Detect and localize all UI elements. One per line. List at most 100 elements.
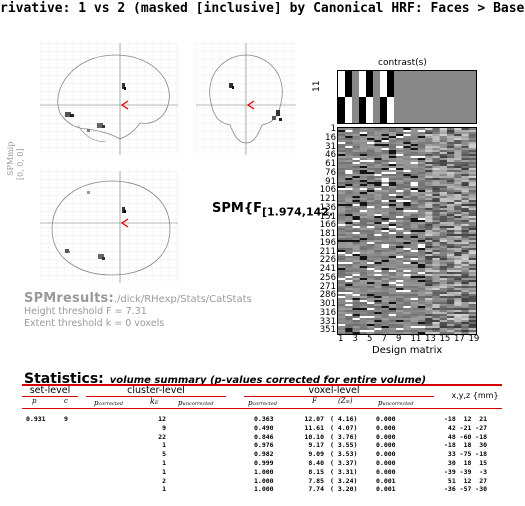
col-cluster-pc: pcorrected xyxy=(94,399,124,407)
col-tick-label: 3 xyxy=(352,334,358,344)
design-matrix-xlabel: Design matrix xyxy=(372,345,443,356)
col-tick-label: 19 xyxy=(468,334,480,344)
spm-mip-coords: [0, 0, 0] xyxy=(16,148,25,180)
axial-view xyxy=(40,171,178,283)
row-tick-label: 106 xyxy=(319,185,336,196)
table-cell-ke: 1 xyxy=(162,441,166,450)
cluster-level-rule xyxy=(86,396,226,397)
spm-statistic-label: SPM{F[1.974,142. xyxy=(212,201,334,219)
row-tick-label: 211 xyxy=(319,246,336,257)
col-tick-label: 11 xyxy=(410,334,422,344)
extent-threshold: Extent threshold k = 0 voxels xyxy=(24,318,165,329)
row-tick-label: 91 xyxy=(325,176,336,187)
table-cell-F: 9.09 xyxy=(308,450,324,459)
table-cell-Z: ( 3.76) xyxy=(330,432,358,441)
table-cell-xyz: 51 12 27 xyxy=(444,476,488,485)
col-cluster-ke: kE xyxy=(150,397,159,406)
spm-results-heading: SPMresults:./dick/RHexp/Stats/CatStats xyxy=(24,291,252,306)
contrast-number: 11 xyxy=(312,80,322,92)
table-cell-pc: 0.982 xyxy=(254,450,274,459)
row-tick-label: 196 xyxy=(319,237,336,248)
glass-brain-axial[interactable] xyxy=(40,171,178,283)
table-cell-pu: 0.001 xyxy=(376,476,396,485)
table-cell-xyz: 48 -60 -18 xyxy=(444,432,488,441)
voxel-level-rule xyxy=(244,396,434,397)
table-cell-pc: 0.999 xyxy=(254,459,274,467)
table-cell-Z: ( 3.24) xyxy=(330,476,358,485)
row-tick-label: 46 xyxy=(325,150,336,161)
row-tick-label: 16 xyxy=(325,132,336,143)
coronal-view xyxy=(196,43,296,155)
table-cell-pc: 1.000 xyxy=(254,467,274,476)
row-tick-label: 331 xyxy=(319,316,336,327)
table-cell-Z: ( 3.37) xyxy=(330,459,358,467)
contrast-bars[interactable] xyxy=(337,70,477,124)
table-cell-pu: 0.000 xyxy=(376,441,396,450)
table-cell-F: 9.17 xyxy=(308,441,324,450)
table-cell-pc: 0.363 xyxy=(254,415,274,423)
set-level-p: 0.931 xyxy=(26,415,46,423)
col-tick-label: 15 xyxy=(439,334,451,344)
col-tick-label: 13 xyxy=(425,334,436,344)
col-tick-label: 7 xyxy=(381,334,387,344)
height-threshold: Height threshold F = 7.31 xyxy=(24,306,147,317)
table-cell-Z: ( 3.20) xyxy=(330,485,358,494)
table-cell-pu: 0.000 xyxy=(376,459,396,467)
table-cell-ke: 1 xyxy=(162,459,166,467)
table-cell-F: 12.07 xyxy=(304,415,324,423)
table-cell-F: 7.74 xyxy=(308,485,324,494)
table-cell-xyz: -18 12 21 xyxy=(444,415,488,423)
col-set-c: c xyxy=(64,397,68,405)
table-cell-F: 11.61 xyxy=(304,423,324,432)
table-cell-Z: ( 4.16) xyxy=(330,415,358,423)
table-cell-xyz: -18 18 30 xyxy=(444,441,488,450)
col-voxel-pu: puncorrected xyxy=(378,399,414,407)
table-cell-xyz: -36 -57 -30 xyxy=(444,485,488,494)
col-voxel-f: F xyxy=(312,397,317,405)
header-bottom-rule xyxy=(22,408,502,409)
col-tick-label: 17 xyxy=(454,334,465,344)
row-tick-label: 61 xyxy=(325,159,336,169)
table-cell-xyz: 33 -75 -18 xyxy=(444,450,488,459)
design-matrix[interactable] xyxy=(337,127,477,335)
table-cell-xyz: -39 -39 -3 xyxy=(444,467,488,476)
row-tick-label: 1 xyxy=(330,124,336,134)
design-matrix-image xyxy=(338,128,476,334)
spm-mip-label: SPMmip xyxy=(6,141,15,176)
col-tick-label: 1 xyxy=(338,334,344,344)
table-cell-pu: 0.000 xyxy=(376,467,396,476)
table-cell-pu: 0.000 xyxy=(376,450,396,459)
row-tick-label: 76 xyxy=(325,167,336,178)
set-level-c: 9 xyxy=(64,415,68,423)
col-set-p: p xyxy=(32,397,37,405)
row-tick-label: 136 xyxy=(319,202,336,213)
set-level-header: set-level xyxy=(29,385,71,396)
table-cell-ke: 1 xyxy=(162,467,166,476)
col-voxel-pc: pcorrected xyxy=(248,399,278,407)
cluster-level-header: cluster-level xyxy=(127,385,185,396)
statistics-heading: Statistics: volume summary (p-values corr… xyxy=(24,371,427,387)
table-cell-ke: 12 xyxy=(158,415,166,423)
table-cell-pc: 1.000 xyxy=(254,485,274,494)
row-tick-label: 241 xyxy=(319,264,336,274)
col-tick-label: 5 xyxy=(367,334,373,344)
table-cell-F: 8.40 xyxy=(308,459,324,467)
glass-brain-coronal[interactable] xyxy=(196,43,296,155)
glass-brain-sagittal[interactable] xyxy=(40,43,178,155)
table-cell-Z: ( 3.31) xyxy=(330,467,358,476)
table-cell-pc: 0.490 xyxy=(254,423,274,432)
row-tick-label: 181 xyxy=(319,229,336,239)
table-cell-pc: 0.976 xyxy=(254,441,274,450)
col-voxel-z: (Z≡) xyxy=(338,397,353,405)
row-tick-label: 166 xyxy=(319,220,336,231)
table-cell-pu: 0.000 xyxy=(376,423,396,432)
design-matrix-col-ticks: 1 3 5 7 9 11 13 15 17 19 xyxy=(337,334,487,346)
table-cell-pc: 1.000 xyxy=(254,476,274,485)
table-cell-Z: ( 4.07) xyxy=(330,423,358,432)
table-cell-Z: ( 3.55) xyxy=(330,441,358,450)
row-tick-label: 286 xyxy=(319,290,336,301)
table-cell-pu: 0.000 xyxy=(376,415,396,423)
col-cluster-pu: puncorrected xyxy=(178,399,214,407)
contrast-matrix xyxy=(338,71,476,123)
set-level-rule xyxy=(22,396,78,397)
